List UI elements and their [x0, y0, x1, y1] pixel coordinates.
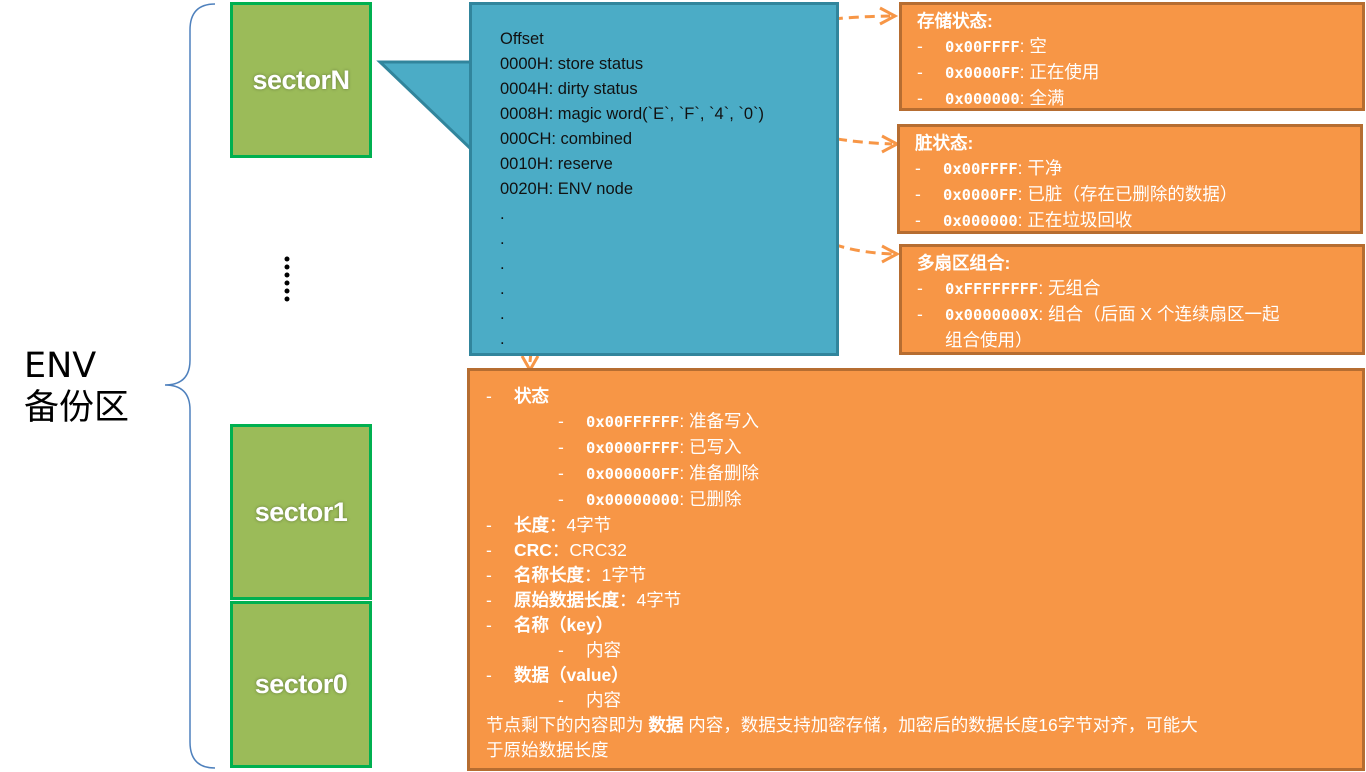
offset-dot: .	[500, 230, 505, 248]
node-note-line2: 于原始数据长度	[486, 740, 609, 760]
brace	[164, 3, 216, 769]
status-text: : 准备写入	[679, 411, 760, 431]
status-code: 0xFFFFFFFF	[945, 280, 1039, 298]
offset-list: Offset 0000H: store status 0004H: dirty …	[500, 27, 764, 352]
store-status-title: 存储状态:	[917, 11, 993, 31]
node-field-value: ：CRC32	[551, 540, 627, 560]
callout-pointer	[376, 60, 474, 154]
node-field-label: 数据（value）	[514, 665, 629, 685]
offset-dot: .	[500, 330, 505, 348]
sector-1: sector1	[230, 424, 372, 600]
node-field-label: 原始数据长度	[514, 590, 619, 610]
node-field-label: 名称长度	[514, 565, 584, 585]
sector-header-callout: Offset 0000H: store status 0004H: dirty …	[469, 2, 839, 356]
sector-n: sectorN	[230, 2, 372, 158]
status-text: : 已脏（存在已删除的数据）	[1017, 184, 1238, 204]
offset-item: 0008H: magic word(`E`, `F`, `4`, `0`)	[500, 105, 765, 123]
node-field-label: 名称（key）	[514, 615, 614, 635]
status-code: 0x000000	[943, 212, 1018, 230]
offset-item: 0000H: store status	[500, 55, 644, 73]
status-text: : 空	[1019, 36, 1047, 56]
env-node-box: - 状态 -0x00FFFFFF: 准备写入 -0x0000FFFF: 已写入 -…	[467, 368, 1365, 771]
env-label-line1: ENV	[24, 346, 97, 386]
status-text-wrap: 组合使用）	[945, 330, 1033, 350]
status-text: : 无组合	[1038, 278, 1101, 298]
offset-dot: .	[500, 255, 505, 273]
status-text: : 已写入	[679, 437, 742, 457]
combined-title: 多扇区组合:	[917, 253, 1011, 273]
status-code: 0x0000000X	[945, 306, 1039, 324]
dirty-status-title: 脏状态:	[915, 133, 974, 153]
arrowhead-icon	[881, 244, 901, 264]
arrowhead-icon	[879, 6, 899, 26]
node-field-label: 状态	[514, 386, 549, 406]
node-field-value: ：4字节	[619, 590, 682, 610]
offset-title: Offset	[500, 30, 544, 48]
node-field-sub: 内容	[586, 640, 621, 660]
sector-0: sector0	[230, 601, 372, 768]
status-text: : 干净	[1017, 158, 1063, 178]
node-field-label: 长度	[514, 515, 549, 535]
offset-item: 0004H: dirty status	[500, 80, 638, 98]
status-text: : 准备删除	[679, 463, 760, 483]
status-code: 0x000000	[945, 90, 1020, 108]
store-status-box: 存储状态: -0x00FFFF: 空 -0x0000FF: 正在使用 -0x00…	[899, 2, 1365, 111]
env-label-line2: 备份区	[24, 388, 130, 428]
node-field-label: CRC	[514, 540, 552, 560]
status-text: : 全满	[1019, 88, 1065, 108]
status-text: : 正在使用	[1019, 62, 1100, 82]
status-code: 0x000000FF	[586, 465, 680, 483]
status-text: : 正在垃圾回收	[1017, 210, 1133, 230]
offset-dot: .	[500, 305, 505, 323]
node-field-sub: 内容	[586, 690, 621, 710]
status-code: 0x00FFFF	[943, 160, 1018, 178]
offset-item: 0020H: ENV node	[500, 180, 634, 198]
vertical-dots-icon	[284, 256, 290, 302]
combined-box: 多扇区组合: -0xFFFFFFFF: 无组合 -0x0000000X: 组合（…	[899, 244, 1365, 355]
dirty-status-box: 脏状态: -0x00FFFF: 干净 -0x0000FF: 已脏（存在已删除的数…	[897, 124, 1363, 234]
status-code: 0x00FFFFFF	[586, 413, 680, 431]
node-field-value: ：1字节	[584, 565, 647, 585]
node-field-value: ：4字节	[549, 515, 612, 535]
status-text: : 组合（后面 X 个连续扇区一起	[1038, 304, 1280, 324]
status-text: : 已删除	[679, 489, 742, 509]
env-backup-label: ENV 备份区	[24, 345, 129, 429]
offset-item: 0010H: reserve	[500, 155, 613, 173]
status-code: 0x0000FF	[945, 64, 1020, 82]
status-code: 0x0000FF	[943, 186, 1018, 204]
node-note: 节点剩下的内容即为 数据 内容，数据支持加密存储，加密后的数据长度16字节对齐，…	[486, 715, 1198, 735]
status-code: 0x0000FFFF	[586, 439, 680, 457]
offset-dot: .	[500, 280, 505, 298]
status-code: 0x00FFFF	[945, 38, 1020, 56]
status-code: 0x00000000	[586, 491, 680, 509]
offset-item: 000CH: combined	[500, 130, 633, 148]
offset-dot: .	[500, 205, 505, 223]
